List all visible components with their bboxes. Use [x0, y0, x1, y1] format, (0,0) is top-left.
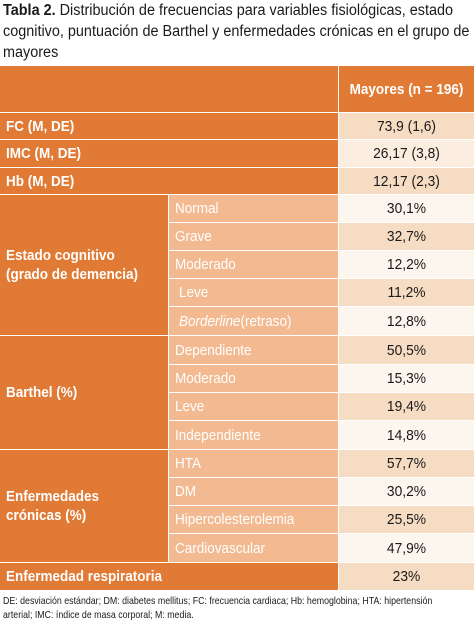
row-label-respiratoria: Enfermedad respiratoria: [0, 563, 338, 590]
value-barthel-moderado: 15,3%: [339, 365, 474, 392]
table-footnote: DE: desviación estándar; DM: diabetes me…: [3, 594, 473, 622]
sub-label-barthel-moderado: Moderado: [169, 365, 338, 392]
sub-label-cronicas-hta: HTA: [169, 450, 338, 477]
sub-label-cognitivo-leve: Leve: [169, 279, 338, 306]
sub-label-barthel-independiente: Independiente: [169, 421, 338, 449]
value-cronicas-cardiovascular: 47,9%: [339, 534, 474, 562]
group-label-cronicas: Enfermedades crónicas (%): [0, 450, 168, 562]
value-barthel-leve: 19,4%: [339, 393, 474, 420]
value-cronicas-dm: 30,2%: [339, 478, 474, 505]
value-cognitivo-moderado: 12,2%: [339, 251, 474, 278]
value-cronicas-hipercolesterolemia: 25,5%: [339, 506, 474, 533]
footnote-line-2: arterial; IMC: índice de masa corporal; …: [3, 609, 194, 621]
sub-label-cognitivo-moderado: Moderado: [169, 251, 338, 278]
group-label-barthel: Barthel (%): [0, 336, 168, 449]
caption-line-1: Distribución de frecuencias para variabl…: [55, 2, 454, 19]
group-label-cognitivo: Estado cognitivo (grado de demencia): [0, 195, 168, 335]
value-cognitivo-borderline: 12,8%: [339, 307, 474, 335]
row-value-fc: 73,9 (1,6): [339, 113, 474, 139]
sub-label-cronicas-hipercolesterolemia: Hipercolesterolemia: [169, 506, 338, 533]
footnote-line-1: DE: desviación estándar; DM: diabetes me…: [3, 595, 433, 607]
caption-line-3: mayores: [3, 44, 59, 61]
caption-label: Tabla 2.: [3, 2, 56, 19]
header-empty-cell: [0, 66, 338, 112]
sub-label-cronicas-cardiovascular: Cardiovascular: [169, 534, 338, 562]
value-barthel-dependiente: 50,5%: [339, 336, 474, 364]
sub-label-cognitivo-grave: Grave: [169, 223, 338, 250]
row-label-fc: FC (M, DE): [0, 113, 338, 139]
caption-line-2: cognitivo, puntuación de Barthel y enfer…: [3, 23, 470, 40]
sub-label-cognitivo-normal: Normal: [169, 195, 338, 222]
value-cognitivo-leve: 11,2%: [339, 279, 474, 306]
row-value-imc: 26,17 (3,8): [339, 140, 474, 167]
value-cronicas-hta: 57,7%: [339, 450, 474, 477]
sub-label-barthel-leve: Leve: [169, 393, 338, 420]
value-barthel-independiente: 14,8%: [339, 421, 474, 449]
value-cognitivo-normal: 30,1%: [339, 195, 474, 222]
row-value-respiratoria: 23%: [339, 563, 474, 590]
table-caption: Tabla 2. Distribución de frecuencias par…: [3, 0, 470, 63]
row-label-imc: IMC (M, DE): [0, 140, 338, 167]
sub-label-cronicas-dm: DM: [169, 478, 338, 505]
row-label-hb: Hb (M, DE): [0, 168, 338, 194]
value-cognitivo-grave: 32,7%: [339, 223, 474, 250]
row-value-hb: 12,17 (2,3): [339, 168, 474, 194]
header-cell: Mayores (n = 196): [339, 66, 474, 112]
header-column-label: Mayores (n = 196): [349, 80, 464, 98]
sub-label-cognitivo-borderline: Borderline (retraso): [169, 307, 338, 335]
sub-label-barthel-dependiente: Dependiente: [169, 336, 338, 364]
